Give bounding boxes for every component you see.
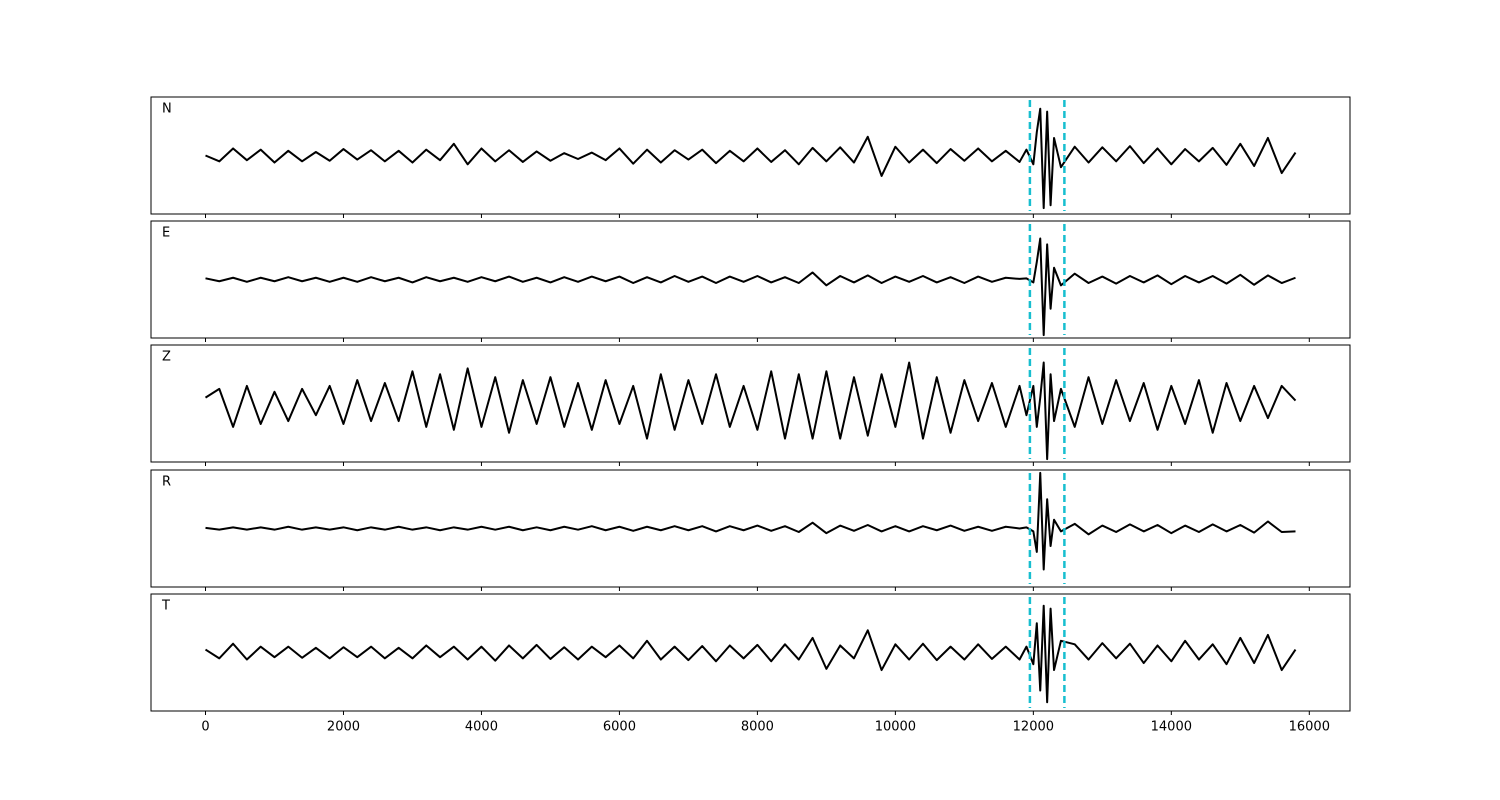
x-tick-label: 14000: [1151, 720, 1192, 735]
trace-line: [204, 361, 1297, 461]
panel-frame: [150, 220, 1351, 339]
panel-label: T: [161, 599, 170, 614]
panel-label: R: [162, 475, 171, 490]
x-tick-label: 6000: [603, 720, 636, 735]
x-tick-label: 16000: [1289, 720, 1330, 735]
trace-line: [205, 107, 1297, 210]
x-tick-label: 0: [201, 720, 209, 735]
trace-line: [205, 237, 1296, 337]
x-tick-label: 10000: [875, 720, 916, 735]
panel-frame: [150, 469, 1351, 588]
panel-frame: [150, 593, 1351, 712]
x-tick-label: 12000: [1013, 720, 1054, 735]
trace-line: [204, 604, 1297, 704]
x-tick-label: 8000: [741, 720, 774, 735]
trace-line: [205, 471, 1296, 571]
panel-label: N: [162, 102, 172, 117]
panel-frame: [150, 96, 1351, 215]
panel-label: Z: [162, 350, 171, 365]
x-tick-label: 4000: [465, 720, 498, 735]
panel-frame: [150, 344, 1351, 463]
panel-label: E: [162, 226, 170, 241]
x-tick-label: 2000: [327, 720, 360, 735]
